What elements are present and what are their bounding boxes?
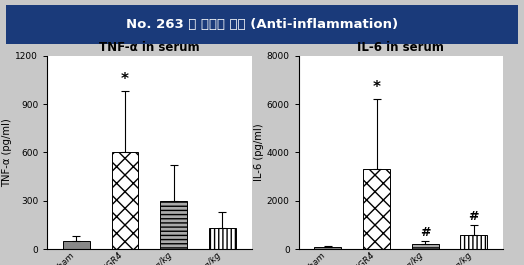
Bar [461,235,487,249]
Bar [314,247,341,249]
Bar [412,244,439,249]
Title: TNF-α in serum: TNF-α in serum [99,42,200,55]
Text: #: # [420,226,430,239]
Text: #: # [468,210,479,223]
Bar [63,241,90,249]
Text: No. 263 의 항염증 효과 (Anti-inflammation): No. 263 의 항염증 효과 (Anti-inflammation) [126,17,398,31]
Text: *: * [121,72,129,87]
Text: *: * [373,80,380,95]
Bar [160,201,187,249]
Bar [112,152,138,249]
Title: IL-6 in serum: IL-6 in serum [357,42,444,55]
Y-axis label: IL-6 (pg/ml): IL-6 (pg/ml) [254,123,264,181]
Bar [209,228,236,249]
Y-axis label: TNF-α (pg/ml): TNF-α (pg/ml) [3,118,13,187]
Bar [363,169,390,249]
